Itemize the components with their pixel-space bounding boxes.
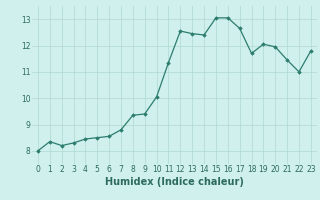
X-axis label: Humidex (Indice chaleur): Humidex (Indice chaleur) <box>105 177 244 187</box>
